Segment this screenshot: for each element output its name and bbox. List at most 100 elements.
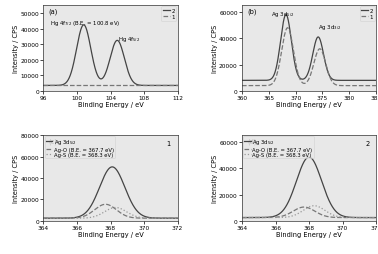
Y-axis label: Intensity / CPS: Intensity / CPS: [212, 154, 218, 202]
Ag 3d$_{5/2}$: [294, 180, 299, 183]
Ag-S (B.E. = 368.3 eV): [374, 216, 378, 219]
Ag-S (B.E. = 368.3 eV): [344, 216, 349, 219]
2: [148, 85, 153, 88]
1: [133, 85, 138, 88]
Ag-S (B.E. = 368.3 eV): [294, 213, 299, 216]
2: [82, 24, 86, 27]
Ag-O (B.E. = 367.7 eV): [253, 216, 258, 219]
2: [240, 80, 244, 83]
Ag-O (B.E. = 367.7 eV): [41, 217, 46, 220]
Line: Ag-O (B.E. = 367.7 eV): Ag-O (B.E. = 367.7 eV): [242, 207, 376, 218]
1: [148, 85, 153, 88]
1: [344, 85, 349, 88]
Ag-O (B.E. = 367.7 eV): [175, 217, 180, 220]
2: [374, 80, 378, 83]
Ag 3d$_{5/2}$: [148, 216, 153, 219]
X-axis label: Binding Energy / eV: Binding Energy / eV: [276, 102, 342, 108]
1: [253, 85, 258, 88]
Ag-S (B.E. = 368.3 eV): [100, 212, 105, 215]
Ag-O (B.E. = 367.7 eV): [148, 217, 153, 220]
2: [175, 85, 180, 88]
Ag-O (B.E. = 367.7 eV): [240, 216, 244, 219]
X-axis label: Binding Energy / eV: Binding Energy / eV: [77, 231, 143, 237]
Ag-S (B.E. = 368.3 eV): [175, 217, 180, 220]
1: [55, 85, 59, 88]
2: [284, 14, 288, 17]
Ag-S (B.E. = 368.3 eV): [133, 215, 138, 218]
Y-axis label: Intensity / CPS: Intensity / CPS: [13, 25, 19, 73]
Ag-S (B.E. = 368.3 eV): [148, 217, 153, 220]
Ag-O (B.E. = 367.7 eV): [95, 206, 100, 209]
Ag-S (B.E. = 368.3 eV): [299, 210, 303, 213]
Line: 2: 2: [242, 15, 376, 81]
2: [146, 85, 150, 88]
Ag-O (B.E. = 367.7 eV): [100, 203, 105, 207]
Text: (c): (c): [49, 137, 58, 144]
2: [363, 80, 368, 83]
Ag-S (B.E. = 368.3 eV): [347, 216, 352, 219]
Ag-S (B.E. = 368.3 eV): [332, 214, 336, 217]
1: [240, 85, 244, 88]
X-axis label: Binding Energy / eV: Binding Energy / eV: [77, 102, 143, 108]
1: [374, 85, 378, 88]
Text: 1: 1: [167, 140, 171, 146]
Line: Ag 3d$_{5/2}$: Ag 3d$_{5/2}$: [43, 167, 178, 218]
Ag 3d$_{5/2}$: [146, 216, 150, 219]
Ag 3d$_{5/2}$: [332, 208, 336, 211]
1: [95, 85, 100, 88]
Ag 3d$_{5/2}$: [347, 216, 352, 219]
Line: 1: 1: [242, 29, 376, 86]
Ag 3d$_{5/2}$: [133, 208, 138, 211]
Ag-S (B.E. = 368.3 eV): [240, 216, 244, 219]
1: [347, 85, 352, 88]
Ag-S (B.E. = 368.3 eV): [146, 217, 150, 220]
1: [370, 85, 375, 88]
Ag 3d$_{5/2}$: [307, 156, 311, 159]
Ag-S (B.E. = 368.3 eV): [41, 217, 46, 220]
Y-axis label: Intensity / CPS: Intensity / CPS: [13, 154, 19, 202]
Ag-O (B.E. = 367.7 eV): [344, 216, 349, 219]
Ag-O (B.E. = 367.7 eV): [133, 216, 138, 219]
Ag 3d$_{5/2}$: [175, 217, 180, 220]
Line: 2: 2: [43, 26, 178, 86]
2: [133, 83, 138, 86]
Y-axis label: Intensity / CPS: Intensity / CPS: [212, 25, 218, 73]
2: [55, 85, 59, 88]
Text: 2: 2: [365, 140, 369, 146]
1: [146, 85, 150, 88]
Ag-O (B.E. = 367.7 eV): [103, 203, 108, 206]
Text: Hg 4f$_{5/2}$: Hg 4f$_{5/2}$: [118, 35, 140, 43]
2: [347, 80, 352, 83]
Ag 3d$_{5/2}$: [344, 215, 349, 218]
1: [175, 85, 180, 88]
2: [294, 69, 299, 72]
2: [299, 78, 304, 81]
2: [332, 79, 336, 82]
Line: Ag-O (B.E. = 367.7 eV): Ag-O (B.E. = 367.7 eV): [43, 204, 178, 218]
Ag 3d$_{5/2}$: [95, 190, 100, 194]
Ag 3d$_{5/2}$: [100, 179, 105, 182]
Ag 3d$_{5/2}$: [253, 216, 258, 219]
Line: Ag-S (B.E. = 368.3 eV): Ag-S (B.E. = 368.3 eV): [242, 206, 376, 218]
Ag 3d$_{5/2}$: [299, 167, 303, 170]
Ag-S (B.E. = 368.3 eV): [95, 214, 100, 217]
Ag-S (B.E. = 368.3 eV): [55, 217, 59, 220]
Ag-O (B.E. = 367.7 eV): [332, 216, 336, 219]
Text: Hg 4f$_{7/2}$ (B.E. = 100.8 eV): Hg 4f$_{7/2}$ (B.E. = 100.8 eV): [50, 20, 121, 28]
Ag-S (B.E. = 368.3 eV): [113, 206, 118, 209]
Ag-O (B.E. = 367.7 eV): [374, 216, 378, 219]
Ag-S (B.E. = 368.3 eV): [312, 204, 316, 208]
Line: Ag-S (B.E. = 368.3 eV): Ag-S (B.E. = 368.3 eV): [43, 208, 178, 218]
Legend: 2, 1: 2, 1: [161, 7, 177, 22]
1: [100, 85, 105, 88]
Text: Ag 3d$_{5/2}$: Ag 3d$_{5/2}$: [271, 10, 295, 19]
Ag-S (B.E. = 368.3 eV): [253, 216, 258, 219]
Text: (a): (a): [49, 8, 58, 14]
2: [253, 80, 258, 83]
2: [41, 85, 46, 88]
Ag 3d$_{5/2}$: [55, 217, 59, 220]
1: [285, 27, 290, 30]
X-axis label: Binding Energy / eV: Binding Energy / eV: [276, 231, 342, 237]
Line: Ag 3d$_{5/2}$: Ag 3d$_{5/2}$: [242, 157, 376, 218]
Ag 3d$_{5/2}$: [240, 216, 244, 219]
